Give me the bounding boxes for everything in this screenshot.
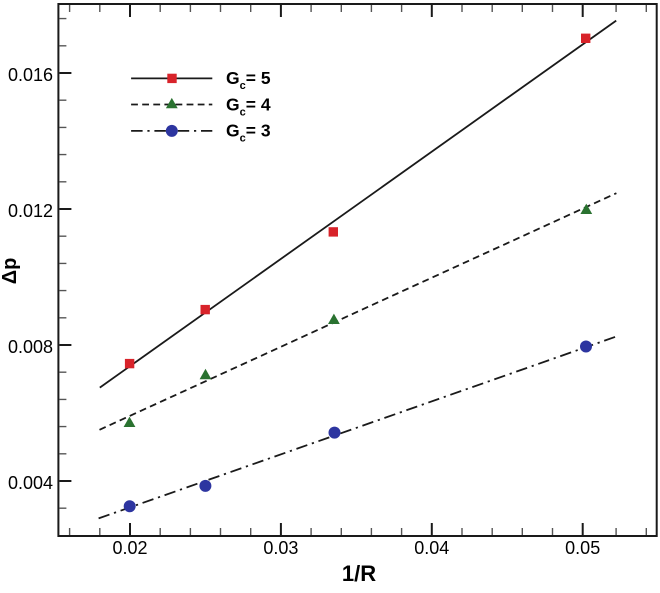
svg-text:0.03: 0.03 — [263, 538, 298, 558]
svg-text:0.012: 0.012 — [8, 201, 53, 221]
svg-text:1/R: 1/R — [342, 561, 376, 586]
svg-text:0.04: 0.04 — [414, 538, 449, 558]
svg-text:0.008: 0.008 — [8, 337, 53, 357]
svg-text:0.004: 0.004 — [8, 473, 53, 493]
svg-text:Gc= 3: Gc= 3 — [226, 121, 271, 145]
svg-text:0.05: 0.05 — [565, 538, 600, 558]
svg-text:Gc= 4: Gc= 4 — [226, 94, 271, 118]
svg-text:0.02: 0.02 — [112, 538, 147, 558]
svg-text:0.016: 0.016 — [8, 65, 53, 85]
svg-text:Δp: Δp — [0, 258, 21, 285]
